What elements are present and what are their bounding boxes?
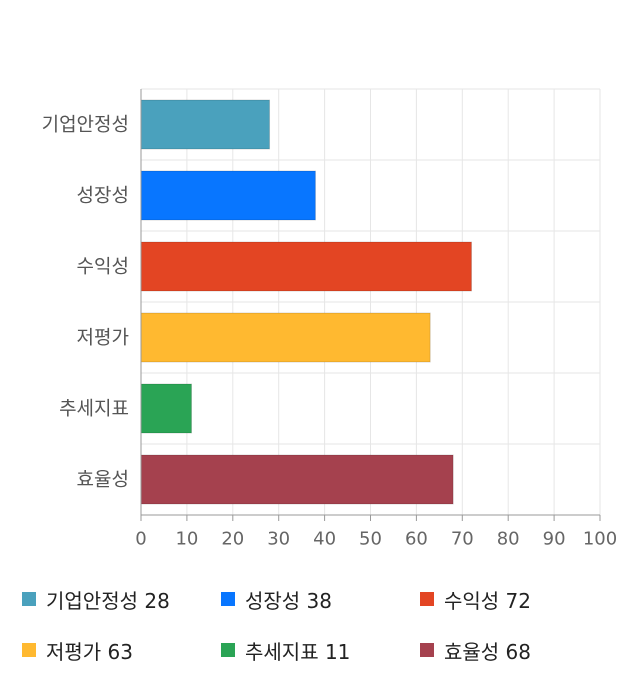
legend-item: 효율성 68 [420,630,531,670]
legend-swatch [221,592,235,606]
legend-label: 기업안정성 28 [46,588,170,613]
legend: 기업안정성 28 성장성 38 수익성 72 저평가 63 추세지표 11 효율… [0,575,640,685]
grid-lines [141,88,601,516]
legend-item: 수익성 72 [420,579,531,619]
x-tick-label: 50 [359,529,382,550]
bar [140,454,454,505]
legend-swatch [22,643,36,657]
bars [140,99,472,505]
legend-swatch [420,592,434,606]
x-tick-label: 90 [543,529,566,550]
bar [140,99,271,150]
legend-label: 효율성 68 [444,639,532,664]
category-label: 수익성 [77,256,129,278]
legend-label: 추세지표 11 [245,639,351,664]
x-tick-label: 0 [135,529,146,550]
legend-label: 수익성 72 [444,588,532,613]
legend-item: 성장성 38 [221,579,332,619]
legend-label: 성장성 38 [245,588,333,613]
x-tick-label: 60 [405,529,428,550]
x-tick-label: 40 [313,529,336,550]
bar [140,241,472,292]
bar [140,170,316,221]
bar [140,312,431,363]
legend-item: 기업안정성 28 [22,579,170,619]
x-tick-label: 70 [451,529,474,550]
category-label: 기업안정성 [42,114,129,136]
axes [140,89,601,521]
legend-item: 추세지표 11 [221,630,350,670]
bar [140,383,192,434]
x-tick-label: 80 [497,529,520,550]
x-tick-label: 100 [583,529,617,550]
legend-swatch [221,643,235,657]
category-label: 저평가 [77,327,129,349]
legend-label: 저평가 63 [46,639,134,664]
x-tick-label: 30 [267,529,290,550]
legend-swatch [420,643,434,657]
x-tick-label: 20 [221,529,244,550]
legend-item: 저평가 63 [22,630,133,670]
category-label: 성장성 [77,185,129,207]
category-label: 효율성 [77,469,129,491]
category-label: 추세지표 [59,398,129,420]
legend-swatch [22,592,36,606]
x-tick-label: 10 [175,529,198,550]
